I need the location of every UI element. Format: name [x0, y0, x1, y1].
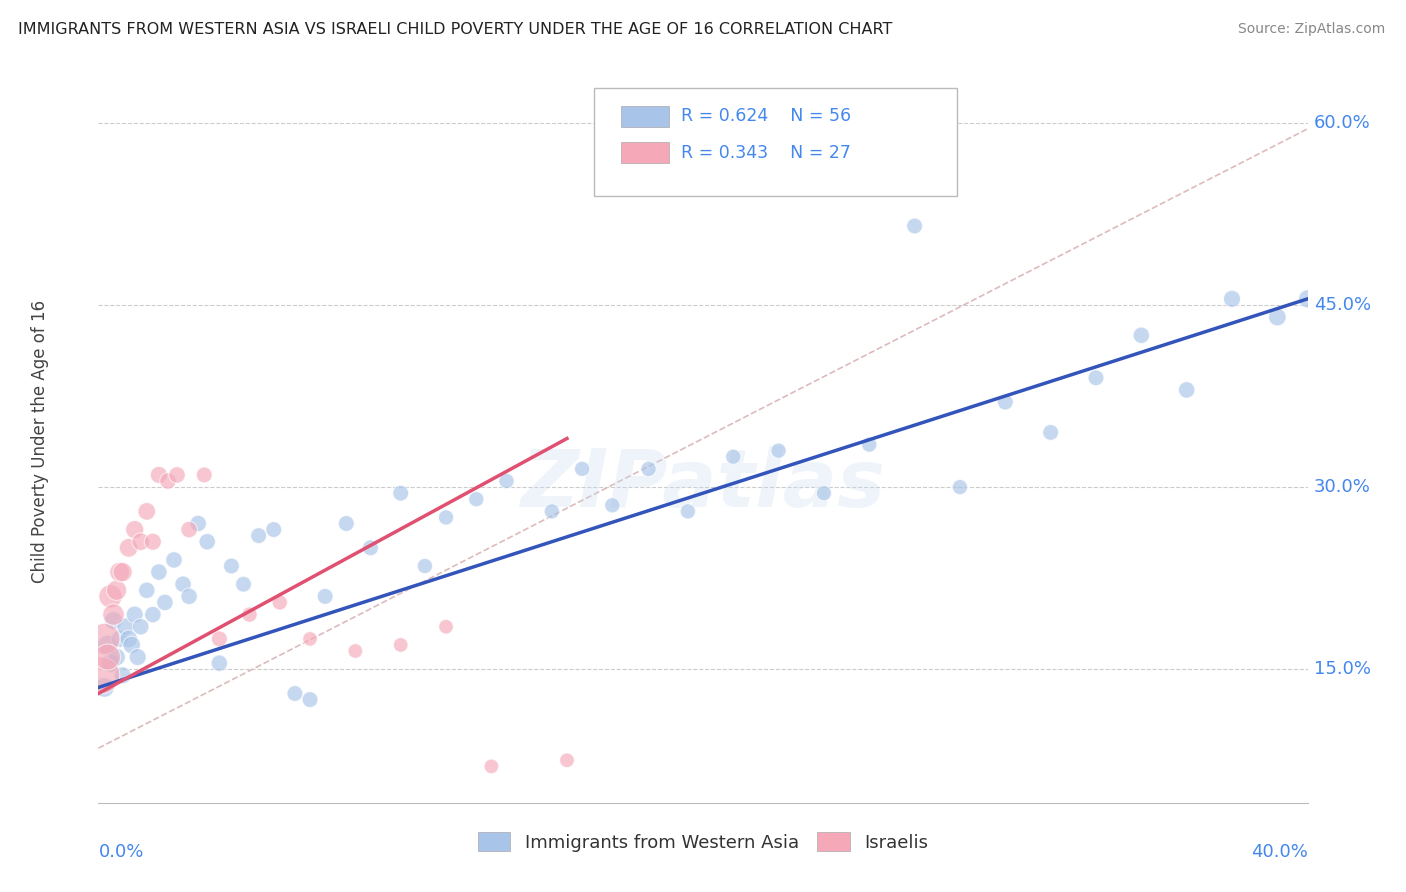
- Point: [602, 498, 624, 512]
- Point: [208, 656, 231, 670]
- Point: [263, 523, 285, 537]
- Point: [434, 510, 457, 524]
- Point: [676, 504, 699, 518]
- Text: 30.0%: 30.0%: [1313, 478, 1371, 496]
- Point: [195, 534, 218, 549]
- Point: [239, 607, 262, 622]
- Point: [389, 638, 412, 652]
- Point: [495, 474, 517, 488]
- Point: [299, 632, 322, 646]
- Point: [103, 607, 125, 622]
- Point: [1220, 292, 1243, 306]
- Point: [148, 565, 170, 579]
- Point: [1267, 310, 1289, 324]
- Point: [360, 541, 382, 555]
- Point: [904, 219, 927, 233]
- Point: [156, 474, 179, 488]
- Text: ZIPatlas: ZIPatlas: [520, 446, 886, 524]
- Point: [163, 553, 186, 567]
- Point: [1039, 425, 1062, 440]
- Point: [148, 467, 170, 482]
- Text: 60.0%: 60.0%: [1313, 114, 1371, 132]
- Text: IMMIGRANTS FROM WESTERN ASIA VS ISRAELI CHILD POVERTY UNDER THE AGE OF 16 CORREL: IMMIGRANTS FROM WESTERN ASIA VS ISRAELI …: [18, 22, 893, 37]
- Point: [1296, 292, 1319, 306]
- Point: [135, 504, 157, 518]
- Point: [124, 607, 146, 622]
- Point: [434, 620, 457, 634]
- Point: [1175, 383, 1198, 397]
- Text: 0.0%: 0.0%: [98, 843, 143, 861]
- Point: [100, 656, 122, 670]
- Point: [335, 516, 357, 531]
- Point: [723, 450, 745, 464]
- Point: [994, 395, 1017, 409]
- Point: [111, 668, 134, 682]
- Point: [96, 638, 118, 652]
- Point: [105, 583, 128, 598]
- Point: [142, 607, 165, 622]
- Point: [111, 565, 134, 579]
- Point: [108, 565, 131, 579]
- Text: 45.0%: 45.0%: [1313, 296, 1371, 314]
- Point: [179, 523, 201, 537]
- Point: [100, 590, 122, 604]
- Point: [93, 632, 115, 646]
- FancyBboxPatch shape: [621, 142, 669, 163]
- Point: [103, 614, 125, 628]
- Point: [232, 577, 254, 591]
- Point: [571, 462, 593, 476]
- Point: [135, 583, 157, 598]
- Point: [93, 681, 115, 695]
- Point: [481, 759, 503, 773]
- Point: [858, 437, 880, 451]
- Point: [413, 559, 436, 574]
- Text: R = 0.343    N = 27: R = 0.343 N = 27: [682, 144, 851, 161]
- Point: [949, 480, 972, 494]
- Point: [193, 467, 215, 482]
- Text: 40.0%: 40.0%: [1251, 843, 1308, 861]
- Point: [208, 632, 231, 646]
- Point: [129, 534, 152, 549]
- Point: [142, 534, 165, 549]
- Text: Child Poverty Under the Age of 16: Child Poverty Under the Age of 16: [31, 300, 49, 583]
- Point: [121, 638, 143, 652]
- Point: [247, 529, 270, 543]
- Point: [555, 753, 578, 767]
- Point: [221, 559, 243, 574]
- Legend: Immigrants from Western Asia, Israelis: Immigrants from Western Asia, Israelis: [471, 825, 935, 859]
- Point: [96, 650, 118, 665]
- Point: [314, 590, 336, 604]
- Point: [172, 577, 194, 591]
- Point: [129, 620, 152, 634]
- Point: [540, 504, 562, 518]
- Point: [1085, 371, 1108, 385]
- Point: [114, 620, 136, 634]
- Point: [118, 541, 141, 555]
- Point: [1130, 328, 1153, 343]
- Point: [465, 492, 488, 507]
- Point: [389, 486, 412, 500]
- Point: [108, 632, 131, 646]
- Point: [284, 686, 307, 700]
- FancyBboxPatch shape: [595, 87, 957, 196]
- FancyBboxPatch shape: [621, 105, 669, 128]
- Point: [90, 668, 112, 682]
- Point: [299, 692, 322, 706]
- Text: 15.0%: 15.0%: [1313, 660, 1371, 678]
- Point: [153, 595, 176, 609]
- Point: [105, 650, 128, 665]
- Point: [768, 443, 790, 458]
- Text: R = 0.624    N = 56: R = 0.624 N = 56: [682, 107, 852, 126]
- Point: [166, 467, 188, 482]
- Point: [127, 650, 149, 665]
- Point: [179, 590, 201, 604]
- Point: [118, 632, 141, 646]
- Point: [344, 644, 367, 658]
- Point: [813, 486, 835, 500]
- Point: [124, 523, 146, 537]
- Point: [187, 516, 209, 531]
- Point: [637, 462, 659, 476]
- Point: [269, 595, 291, 609]
- Text: Source: ZipAtlas.com: Source: ZipAtlas.com: [1237, 22, 1385, 37]
